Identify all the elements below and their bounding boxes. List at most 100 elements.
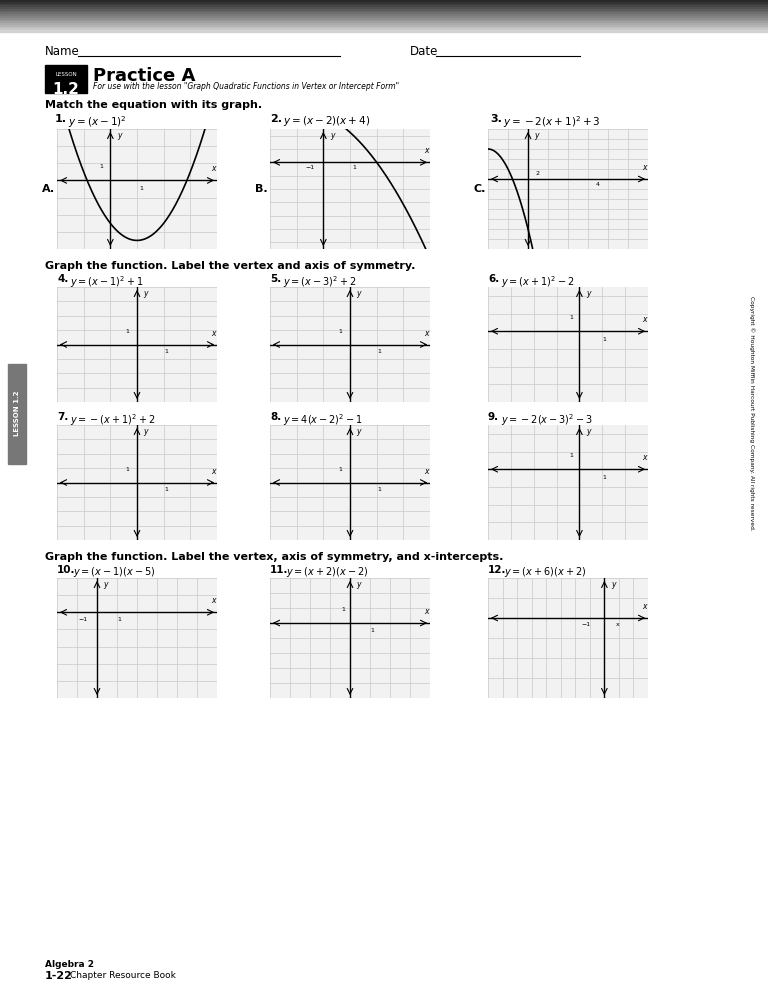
Text: A.: A. <box>42 184 55 194</box>
Text: $y = -2(x + 1)^2 + 3$: $y = -2(x + 1)^2 + 3$ <box>503 114 601 130</box>
Text: x: x <box>642 453 647 462</box>
Text: y: y <box>104 580 108 589</box>
Text: $y = (x - 1)^2$: $y = (x - 1)^2$ <box>68 114 127 130</box>
Text: 3.: 3. <box>490 114 502 124</box>
Bar <box>45 65 87 93</box>
Text: B.: B. <box>255 184 267 194</box>
Text: $y = (x - 1)^2 + 1$: $y = (x - 1)^2 + 1$ <box>70 274 144 290</box>
Bar <box>0 18 768 20</box>
Text: 1: 1 <box>570 314 574 320</box>
Bar <box>0 25 768 27</box>
Text: 10.: 10. <box>57 565 75 575</box>
Text: 12.: 12. <box>488 565 507 575</box>
Text: −1: −1 <box>581 622 590 627</box>
Text: 1.: 1. <box>55 114 67 124</box>
Text: y: y <box>356 580 361 589</box>
Text: x: x <box>616 622 619 627</box>
Text: 5.: 5. <box>270 274 281 284</box>
Text: $y = (x - 2)(x + 4)$: $y = (x - 2)(x + 4)$ <box>283 114 370 128</box>
Text: 1: 1 <box>339 329 343 334</box>
Text: Graph the function. Label the vertex and axis of symmetry.: Graph the function. Label the vertex and… <box>45 261 415 271</box>
Text: 1: 1 <box>164 349 168 354</box>
Text: y: y <box>535 131 539 140</box>
Text: 6.: 6. <box>488 274 499 284</box>
Bar <box>8 364 26 463</box>
Text: y: y <box>586 289 591 298</box>
Text: Chapter Resource Book: Chapter Resource Book <box>70 971 176 980</box>
Bar <box>0 14 768 16</box>
Text: C.: C. <box>473 184 485 194</box>
Text: y: y <box>329 131 334 140</box>
Text: 1: 1 <box>603 475 607 480</box>
Text: 1: 1 <box>603 337 607 342</box>
Text: y: y <box>144 427 148 436</box>
Text: Match the equation with its graph.: Match the equation with its graph. <box>45 100 262 110</box>
Text: x: x <box>424 146 429 155</box>
Text: Name: Name <box>45 45 80 58</box>
Text: x: x <box>424 606 429 616</box>
Text: 1: 1 <box>139 186 143 191</box>
Text: x: x <box>642 163 647 172</box>
Text: 7.: 7. <box>57 412 68 422</box>
Text: Practice A: Practice A <box>93 67 195 85</box>
Text: Copyright © Houghton Mifflin Harcourt Publishing Company. All rights reserved.: Copyright © Houghton Mifflin Harcourt Pu… <box>749 296 755 531</box>
Text: y: y <box>586 427 591 436</box>
Bar <box>0 7 768 9</box>
Text: $y = (x - 1)(x - 5)$: $y = (x - 1)(x - 5)$ <box>73 565 155 579</box>
Text: LESSON 1.2: LESSON 1.2 <box>14 391 20 436</box>
Bar <box>0 21 768 23</box>
Text: 4: 4 <box>596 182 600 187</box>
Text: Graph the function. Label the vertex, axis of symmetry, and x-intercepts.: Graph the function. Label the vertex, ax… <box>45 552 503 562</box>
Text: 1: 1 <box>341 607 345 612</box>
Text: 1: 1 <box>164 487 168 492</box>
Text: y: y <box>144 289 148 298</box>
Text: 1.2: 1.2 <box>52 82 79 97</box>
Text: y: y <box>356 289 361 298</box>
Text: 2: 2 <box>536 171 540 176</box>
Bar <box>0 27 768 29</box>
Text: 11.: 11. <box>270 565 289 575</box>
Text: $y = (x + 2)(x - 2)$: $y = (x + 2)(x - 2)$ <box>286 565 368 579</box>
Bar <box>0 5 768 7</box>
Text: $y = -2(x - 3)^2 - 3$: $y = -2(x - 3)^2 - 3$ <box>501 412 593 427</box>
Text: 1: 1 <box>352 165 356 170</box>
Text: 1: 1 <box>99 164 103 169</box>
Text: 1: 1 <box>339 467 343 472</box>
Bar <box>0 23 768 25</box>
Text: $y = (x + 6)(x + 2)$: $y = (x + 6)(x + 2)$ <box>504 565 586 579</box>
Bar <box>0 2 768 4</box>
Text: $y = 4(x - 2)^2 - 1$: $y = 4(x - 2)^2 - 1$ <box>283 412 362 427</box>
Text: 1-22: 1-22 <box>45 971 73 981</box>
Bar <box>0 29 768 30</box>
Text: 1: 1 <box>117 616 121 621</box>
Text: $y = (x - 3)^2 + 2$: $y = (x - 3)^2 + 2$ <box>283 274 356 290</box>
Text: x: x <box>642 315 647 324</box>
Text: y: y <box>356 427 361 436</box>
Text: LESSON: LESSON <box>55 72 77 77</box>
Text: 4.: 4. <box>57 274 68 284</box>
Text: x: x <box>642 601 647 610</box>
Text: x: x <box>211 164 215 173</box>
Text: 1: 1 <box>370 628 374 633</box>
Text: 1: 1 <box>126 467 130 472</box>
Bar <box>0 9 768 11</box>
Text: x: x <box>211 466 215 475</box>
Text: x: x <box>211 596 215 605</box>
Text: 1: 1 <box>377 349 381 354</box>
Text: 2.: 2. <box>270 114 282 124</box>
Text: Algebra 2: Algebra 2 <box>45 960 94 969</box>
Bar <box>0 4 768 5</box>
Bar <box>0 13 768 14</box>
Text: −1: −1 <box>78 616 88 621</box>
Text: For use with the lesson "Graph Quadratic Functions in Vertex or Intercept Form": For use with the lesson "Graph Quadratic… <box>93 82 399 91</box>
Text: 1: 1 <box>126 329 130 334</box>
Bar <box>0 0 768 2</box>
Text: x: x <box>211 329 215 338</box>
Bar <box>0 30 768 32</box>
Text: y: y <box>611 580 615 589</box>
Bar <box>0 16 768 18</box>
Text: 1: 1 <box>570 452 574 457</box>
Text: 8.: 8. <box>270 412 281 422</box>
Text: x: x <box>424 329 429 338</box>
Text: Date: Date <box>410 45 439 58</box>
